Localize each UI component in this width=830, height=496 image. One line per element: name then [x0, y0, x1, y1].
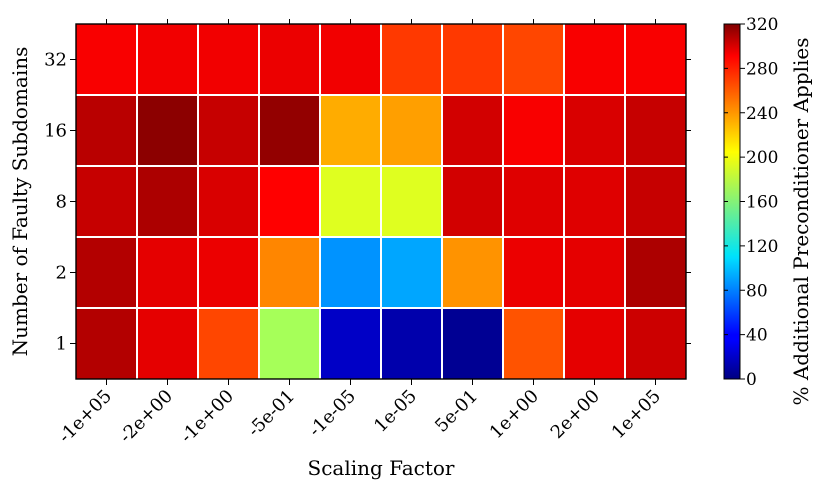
heatmap-cell-2-1e+05 [625, 237, 687, 309]
heatmap-cell-8-1e+00 [503, 166, 565, 238]
heatmap-cell-16-5e-01 [442, 95, 504, 167]
heatmap-cell-16-1e+00 [503, 95, 565, 167]
heatmap-cell-1-1e+00 [503, 308, 565, 380]
heatmap-cell-2--1e+05 [76, 237, 138, 309]
heatmap-cell-32--5e-01 [259, 24, 321, 96]
heatmap-cell-1--1e+05 [76, 308, 138, 380]
heatmap-cell-8-2e+00 [564, 166, 626, 238]
colorbar-tick-label: 0 [746, 370, 757, 390]
heatmap-cell-16--1e+05 [76, 95, 138, 167]
heatmap-cell-8--1e+00 [198, 166, 260, 238]
heatmap-cell-2-2e+00 [564, 237, 626, 309]
heatmap-cell-16-2e+00 [564, 95, 626, 167]
heatmap-cell-32-1e-05 [381, 24, 443, 96]
colorbar-tick-label: 280 [746, 59, 778, 79]
heatmap-cells [76, 24, 687, 380]
x-axis-label: Scaling Factor [308, 456, 455, 480]
colorbar-tick-label: 320 [746, 15, 778, 35]
x-tick-label: 1e+05 [608, 386, 665, 443]
heatmap-cell-1-2e+00 [564, 308, 626, 380]
heatmap-cell-1-5e-01 [442, 308, 504, 380]
y-axis: 32 16 8 2 1 [44, 50, 691, 355]
heatmap-cell-8-1e-05 [381, 166, 443, 238]
heatmap-cell-1-1e-05 [381, 308, 443, 380]
heatmap-cell-1--2e+00 [137, 308, 199, 380]
heatmap-cell-2--2e+00 [137, 237, 199, 309]
x-tick-label: 1e+00 [486, 386, 543, 443]
y-tick-label: 16 [44, 121, 67, 142]
heatmap-cell-16--2e+00 [137, 95, 199, 167]
heatmap-cell-32--1e+05 [76, 24, 138, 96]
colorbar-tick-label: 80 [746, 281, 768, 301]
x-tick-label: 2e+00 [547, 386, 604, 443]
heatmap-gridlines [76, 24, 686, 379]
x-tick-label: -1e+00 [176, 386, 238, 448]
colorbar-tick-label: 200 [746, 148, 778, 168]
heatmap-cell-2--5e-01 [259, 237, 321, 309]
colorbar-tick-label: 40 [746, 326, 768, 346]
heatmap-cell-1-1e+05 [625, 308, 687, 380]
heatmap-cell-32--2e+00 [137, 24, 199, 96]
x-tick-label: -2e+00 [115, 386, 177, 448]
heatmap-cell-2-1e-05 [381, 237, 443, 309]
heatmap-cell-2-5e-01 [442, 237, 504, 309]
heatmap-cell-2--1e+00 [198, 237, 260, 309]
y-axis-label: Number of Faulty Subdomains [8, 47, 32, 357]
colorbar: 0 40 80 120 160 200 240 280 320 [723, 15, 778, 390]
heatmap-cell-8--5e-01 [259, 166, 321, 238]
heatmap-cell-32-2e+00 [564, 24, 626, 96]
y-tick-label: 2 [56, 263, 67, 284]
y-tick-label: 8 [56, 192, 67, 213]
heatmap-cell-8--1e+05 [76, 166, 138, 238]
heatmap-cell-1--1e-05 [320, 308, 382, 380]
heatmap-cell-1--5e-01 [259, 308, 321, 380]
heatmap-cell-32--1e+00 [198, 24, 260, 96]
heatmap-cell-32-5e-01 [442, 24, 504, 96]
colorbar-tick-label: 120 [746, 237, 778, 257]
heatmap-cell-16--5e-01 [259, 95, 321, 167]
colorbar-tick-label: 160 [746, 193, 778, 213]
x-tick-label: -1e-05 [305, 386, 360, 441]
y-tick-label: 1 [56, 334, 67, 355]
heatmap-cell-8--2e+00 [137, 166, 199, 238]
colorbar-label: % Additional Preconditioner Applies [789, 37, 813, 405]
x-tick-label: -5e-01 [244, 386, 299, 441]
heatmap-cell-2--1e-05 [320, 237, 382, 309]
x-tick-label: 5e-01 [431, 386, 482, 437]
heatmap-cell-32-1e+05 [625, 24, 687, 96]
heatmap-cell-8--1e-05 [320, 166, 382, 238]
heatmap-cell-32-1e+00 [503, 24, 565, 96]
heatmap-cell-1--1e+00 [198, 308, 260, 380]
heatmap-cell-8-5e-01 [442, 166, 504, 238]
y-tick-label: 32 [44, 50, 67, 71]
heatmap-cell-2-1e+00 [503, 237, 565, 309]
heatmap-cell-16-1e-05 [381, 95, 443, 167]
x-tick-label: -1e+05 [54, 386, 116, 448]
x-tick-label: 1e-05 [370, 386, 421, 437]
heatmap-cell-16--1e+00 [198, 95, 260, 167]
heatmap-cell-8-1e+05 [625, 166, 687, 238]
heatmap-cell-32--1e-05 [320, 24, 382, 96]
heatmap-cell-16--1e-05 [320, 95, 382, 167]
colorbar-tick-label: 240 [746, 104, 778, 124]
heatmap-cell-16-1e+05 [625, 95, 687, 167]
